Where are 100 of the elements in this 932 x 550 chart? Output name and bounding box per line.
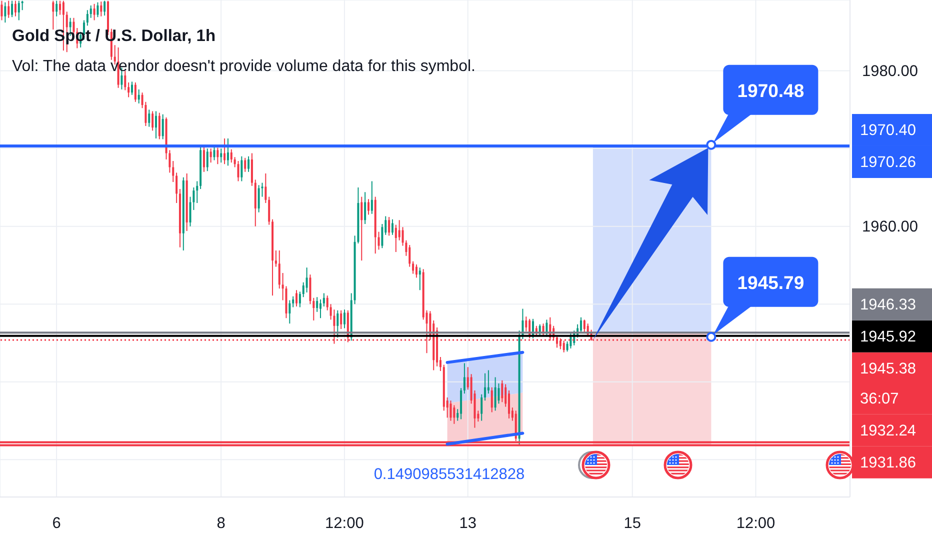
candlestick — [370, 180, 373, 214]
candlestick — [394, 224, 397, 252]
candlestick — [237, 160, 240, 182]
ref-line-label: 1970.26 — [860, 153, 916, 170]
candlestick — [340, 310, 342, 330]
x-tick-label: 12:00 — [736, 515, 776, 532]
candlestick — [381, 224, 384, 249]
candlestick — [4, 2, 6, 24]
annotation: 0.1490985531412828 — [374, 466, 525, 484]
candlestick — [388, 216, 390, 236]
candlestick — [306, 267, 308, 293]
candlestick — [320, 298, 322, 319]
candlestick — [498, 382, 500, 404]
x-tick-label: 8 — [216, 515, 226, 532]
candlestick — [93, 3, 96, 21]
candlestick — [206, 148, 208, 172]
candlestick — [460, 388, 462, 420]
candlestick — [148, 109, 150, 128]
candlestick — [316, 296, 318, 312]
candlestick — [138, 88, 140, 104]
candlestick — [230, 148, 232, 164]
candlestick — [264, 172, 267, 204]
candlestick — [220, 148, 222, 164]
candlestick — [162, 114, 164, 140]
candlestick — [298, 291, 301, 308]
candlestick — [484, 372, 486, 402]
x-tick-label: 6 — [52, 515, 61, 532]
candlestick — [152, 110, 154, 132]
candlestick — [86, 10, 88, 26]
candlestick — [570, 332, 572, 349]
legend-label: 1931.86 — [860, 454, 916, 471]
candlestick — [8, 0, 10, 18]
x-tick-label: 12:00 — [325, 515, 364, 532]
candlestick — [494, 376, 496, 412]
candlestick — [90, 4, 92, 18]
candlestick — [398, 220, 400, 241]
candlestick — [56, 0, 58, 17]
candlestick — [154, 110, 157, 139]
candlestick — [326, 295, 328, 311]
candlestick — [130, 81, 133, 96]
candlestick — [525, 316, 528, 332]
candlestick — [213, 146, 216, 161]
y-tick-label: 1960.00 — [862, 218, 918, 235]
candlestick — [364, 192, 366, 224]
candlestick — [391, 218, 394, 236]
candlestick — [580, 316, 582, 334]
candlestick — [501, 380, 504, 403]
candlestick — [412, 260, 414, 274]
candlestick — [490, 386, 493, 413]
candlestick — [226, 138, 229, 166]
candlestick — [59, 0, 62, 16]
ref-line-label: 1945.92 — [860, 328, 916, 345]
candlestick — [322, 292, 325, 307]
x-tick-label: 15 — [624, 515, 641, 532]
y-tick-label: 1980.00 — [862, 62, 918, 80]
annotation: 1970.48 — [737, 79, 804, 100]
candlestick — [100, 1, 102, 17]
candlestick — [302, 282, 304, 298]
candlestick — [18, 0, 20, 21]
candlestick — [309, 274, 312, 305]
candlestick — [453, 404, 456, 424]
candlestick — [463, 362, 466, 394]
candlestick — [296, 290, 298, 307]
candlestick — [450, 400, 452, 422]
candlestick — [11, 0, 14, 18]
ref-line-label: 1932.24 — [860, 422, 916, 439]
candlestick — [240, 156, 243, 182]
candlestick — [408, 244, 411, 268]
candlestick — [343, 309, 346, 329]
candlestick — [367, 198, 370, 216]
candlestick — [14, 0, 16, 17]
candlestick — [278, 250, 280, 290]
candlestick — [415, 264, 418, 278]
candlestick — [336, 310, 339, 338]
ref-line-label: 1946.33 — [860, 296, 916, 313]
candlestick — [378, 231, 380, 250]
candlestick — [134, 82, 136, 102]
ref-line-label: 1970.40 — [860, 121, 916, 138]
candlestick — [268, 196, 270, 226]
candlestick — [96, 2, 99, 18]
candlestick — [487, 370, 490, 394]
candlestick — [480, 394, 483, 422]
candlestick — [124, 70, 126, 91]
candlestick — [418, 267, 421, 291]
candlestick — [21, 0, 24, 11]
candlestick — [104, 0, 106, 16]
candlestick — [248, 156, 250, 172]
candlestick — [0, 0, 3, 21]
candlestick — [274, 250, 277, 268]
candlestick — [244, 157, 246, 172]
candlestick — [288, 300, 291, 324]
candlestick — [216, 147, 219, 165]
candlestick — [210, 148, 212, 164]
candlestick — [158, 112, 160, 140]
candlestick — [583, 319, 586, 333]
candlestick — [224, 138, 226, 165]
candlestick — [508, 390, 510, 419]
ref-line-label: 1945.38 36:07 — [860, 360, 916, 407]
candlestick — [196, 180, 198, 204]
annotation: 1945.79 — [737, 271, 804, 292]
